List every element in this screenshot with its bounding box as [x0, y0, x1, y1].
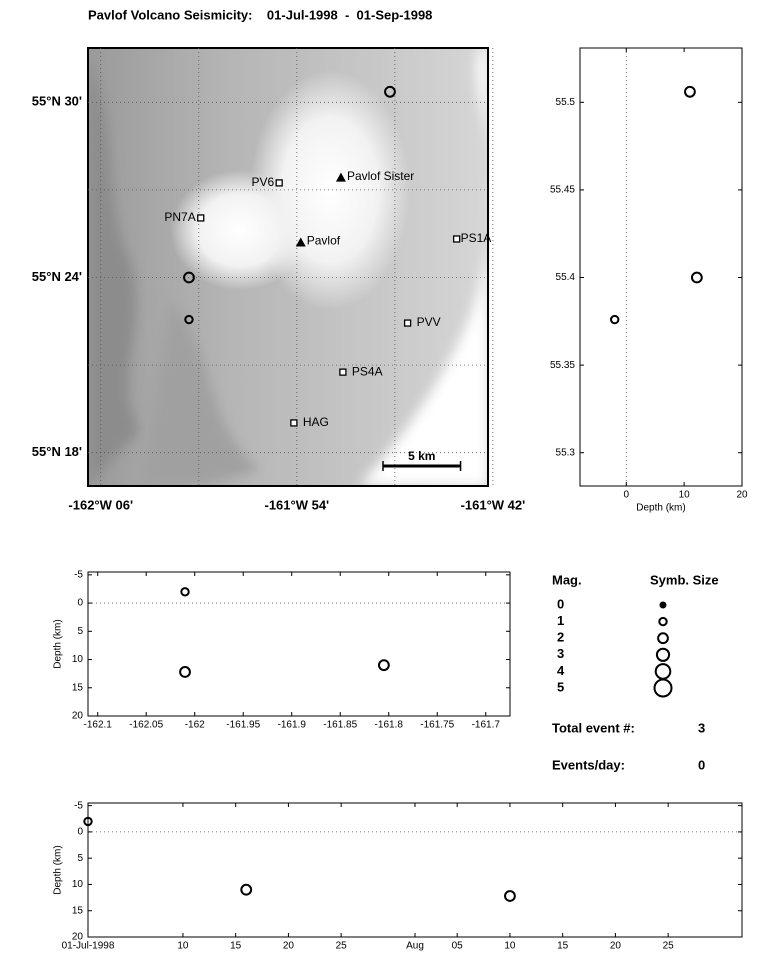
y-tick-label: 15 — [72, 905, 84, 916]
station — [454, 236, 460, 242]
station-label: PN7A — [164, 210, 195, 224]
x-tick-label: -161.9 — [278, 720, 307, 731]
axes-frame — [88, 572, 510, 716]
figure: Pavlof Volcano Seismicity: 01-Jul-1998 -… — [0, 0, 762, 968]
y-tick-label: 20 — [72, 932, 84, 943]
station-label: PVV — [417, 315, 441, 329]
y-tick-label: -5 — [74, 800, 83, 811]
event — [692, 273, 702, 283]
scale-bar-label: 5 km — [408, 449, 435, 463]
y-tick-label: 55.4 — [556, 272, 576, 283]
legend-symbol — [658, 633, 668, 643]
legend-symbol — [661, 603, 666, 608]
y-tick-label: 55°N 30' — [32, 94, 82, 109]
legend-title: Symb. Size — [650, 572, 719, 587]
y-axis-label: Depth (km) — [53, 619, 64, 668]
x-tick-label: 0 — [624, 490, 630, 501]
x-tick-label: -162.05 — [129, 720, 163, 731]
summary-value: 0 — [698, 757, 705, 772]
x-tick-label: -161°W 42' — [461, 497, 526, 512]
station — [291, 420, 297, 426]
x-tick-label: -162°W 06' — [68, 497, 133, 512]
summary-label: Total event #: — [552, 720, 635, 735]
legend-symbol — [657, 649, 669, 661]
y-tick-label: 15 — [72, 682, 84, 693]
y-tick-label: 0 — [77, 827, 83, 838]
y-tick-label: 55°N 24' — [32, 269, 82, 284]
event — [685, 87, 695, 97]
x-tick-label: 10 — [504, 941, 516, 952]
terrain — [88, 48, 489, 486]
event — [611, 316, 618, 323]
x-tick-label: -161.7 — [472, 720, 501, 731]
x-tick-label: 10 — [177, 941, 189, 952]
x-tick-label: 15 — [230, 941, 242, 952]
legend-mag: 1 — [557, 613, 564, 628]
station-label: HAG — [303, 415, 329, 429]
y-tick-label: 55.3 — [556, 447, 576, 458]
summary-value: 3 — [698, 720, 705, 735]
x-tick-label: 01-Jul-1998 — [62, 941, 115, 952]
summary-label: Events/day: — [552, 757, 625, 772]
legend-symbol — [656, 664, 671, 679]
x-tick-label: Aug — [406, 941, 424, 952]
x-tick-label: 20 — [610, 941, 622, 952]
event — [379, 660, 389, 670]
x-tick-label: -161.95 — [226, 720, 260, 731]
figure-title: Pavlof Volcano Seismicity: 01-Jul-1998 -… — [88, 7, 432, 22]
y-tick-label: -5 — [74, 569, 83, 580]
x-tick-label: -162 — [185, 720, 205, 731]
event — [181, 588, 188, 595]
x-tick-label: 25 — [663, 941, 675, 952]
y-tick-label: 55.45 — [550, 185, 575, 196]
x-tick-label: -161.8 — [375, 720, 404, 731]
x-tick-label: 15 — [557, 941, 569, 952]
axes-frame — [580, 48, 742, 486]
event — [180, 667, 190, 677]
y-tick-label: 55.35 — [550, 360, 575, 371]
x-tick-label: 25 — [336, 941, 348, 952]
y-tick-label: 5 — [77, 853, 83, 864]
x-tick-label: -161.75 — [420, 720, 454, 731]
y-tick-label: 55°N 18' — [32, 444, 82, 459]
x-tick-label: 10 — [679, 490, 691, 501]
legend-mag: 4 — [557, 663, 565, 678]
y-tick-label: 10 — [72, 654, 84, 665]
x-tick-label: -162.1 — [84, 720, 113, 731]
volcano-label: Pavlof — [307, 234, 341, 248]
event — [241, 885, 251, 895]
y-tick-label: 0 — [77, 598, 83, 609]
legend-mag: 2 — [557, 630, 564, 645]
x-tick-label: 05 — [452, 941, 464, 952]
station — [276, 180, 282, 186]
legend-mag: 5 — [557, 679, 564, 694]
x-axis-label: Depth (km) — [636, 503, 685, 514]
y-tick-label: 55.5 — [556, 97, 576, 108]
legend-symbol — [659, 618, 666, 625]
volcano-label: Pavlof Sister — [347, 169, 414, 183]
station-label: PS1A — [461, 231, 492, 245]
legend-mag: 0 — [557, 596, 564, 611]
station-label: PS4A — [352, 364, 383, 378]
x-tick-label: -161°W 54' — [264, 497, 329, 512]
station — [198, 215, 204, 221]
legend-symbol — [655, 680, 672, 697]
y-axis-label: Depth (km) — [53, 845, 64, 894]
station — [340, 369, 346, 375]
x-tick-label: -161.85 — [323, 720, 357, 731]
y-tick-label: 20 — [72, 711, 84, 722]
legend-title: Mag. — [552, 572, 582, 587]
x-tick-label: 20 — [736, 490, 748, 501]
station-label: PV6 — [251, 175, 274, 189]
y-tick-label: 5 — [77, 626, 83, 637]
x-tick-label: 20 — [283, 941, 295, 952]
axes-frame — [88, 803, 742, 937]
event — [505, 891, 515, 901]
y-tick-label: 10 — [72, 879, 84, 890]
station — [405, 320, 411, 326]
legend-mag: 3 — [557, 646, 564, 661]
